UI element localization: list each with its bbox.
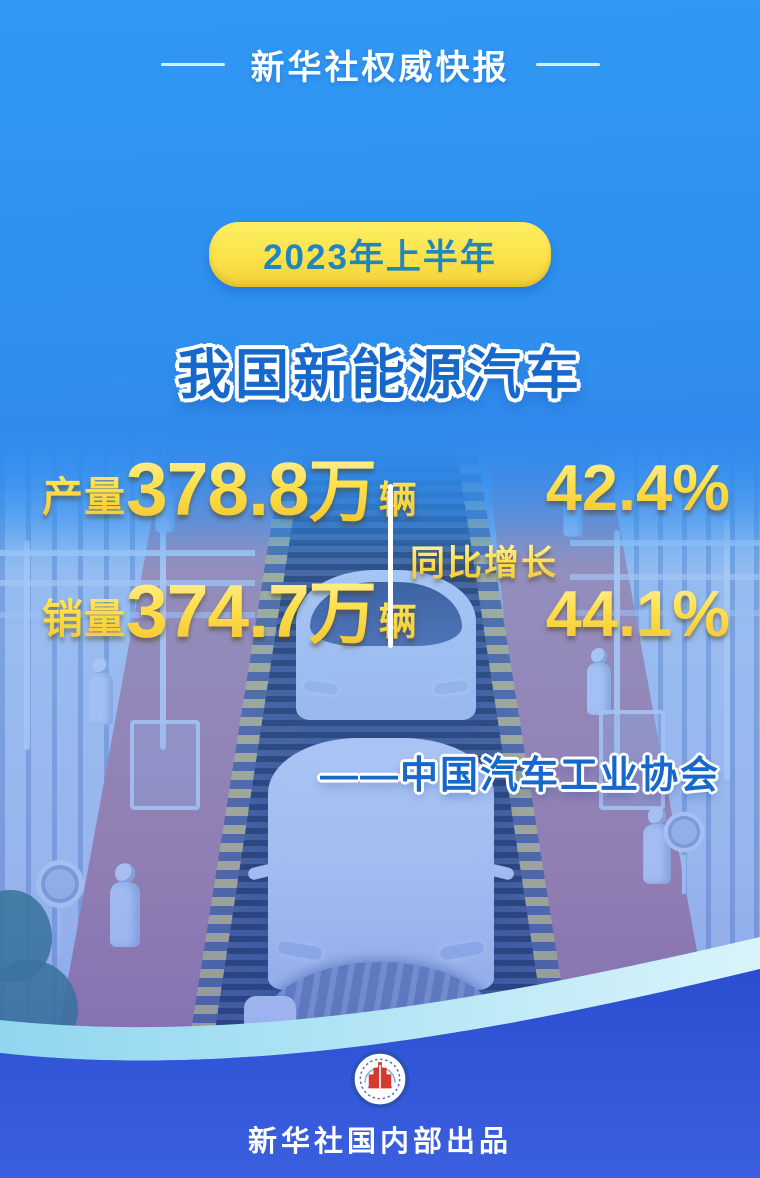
- production-label: 产量: [42, 474, 126, 520]
- masthead-title: 新华社权威快报: [250, 49, 510, 87]
- attribution-source: 中国汽车工业协会: [399, 755, 720, 797]
- xinhua-emblem-icon: [350, 1049, 410, 1109]
- masthead-dash-right-icon: [535, 63, 600, 66]
- period-badge-label: 2023年上半年: [263, 238, 497, 277]
- production-unit-small: 辆: [378, 480, 417, 522]
- masthead-dash-left-icon: [160, 63, 225, 66]
- sales-growth: 44.1%: [545, 577, 730, 650]
- footer-caption: 新华社国内部出品: [247, 1126, 512, 1158]
- production-stat: 产量 378.8 万 辆: [42, 452, 417, 527]
- source-attribution: ——中国汽车工业协会: [320, 744, 720, 799]
- sales-unit-small: 辆: [378, 602, 417, 644]
- footer: 新华社国内部出品: [0, 1049, 760, 1160]
- production-unit-large: 万: [308, 454, 377, 530]
- blue-tint-overlay: [0, 420, 760, 1050]
- headline: 我国新能源汽车: [0, 330, 760, 409]
- masthead: 新华社权威快报: [0, 40, 760, 89]
- sales-unit-large: 万: [308, 576, 377, 652]
- sales-value: 374.7: [126, 569, 309, 653]
- attribution-dash: ——: [319, 755, 400, 797]
- sales-label: 销量: [42, 596, 126, 642]
- headline-text: 我国新能源汽车: [177, 345, 583, 405]
- production-value: 378.8: [126, 447, 309, 531]
- growth-label: 同比增长: [410, 544, 559, 583]
- production-growth: 42.4%: [545, 451, 730, 524]
- factory-photo: [0, 420, 760, 1056]
- stats-divider: [388, 484, 393, 648]
- sales-stat: 销量 374.7 万 辆: [42, 574, 417, 649]
- period-badge: 2023年上半年: [209, 222, 551, 287]
